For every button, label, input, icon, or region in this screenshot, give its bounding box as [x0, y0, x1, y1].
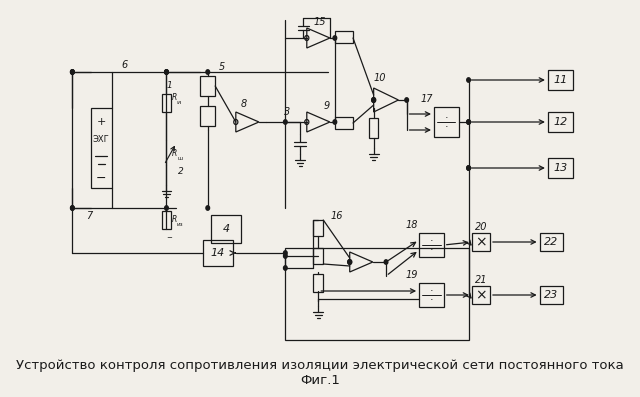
- Text: 20: 20: [475, 222, 487, 232]
- Text: R: R: [172, 93, 177, 102]
- Circle shape: [70, 206, 74, 210]
- Circle shape: [284, 251, 287, 255]
- Circle shape: [164, 70, 168, 74]
- Circle shape: [164, 70, 168, 74]
- Text: 9: 9: [323, 101, 330, 111]
- Bar: [314, 274, 323, 292]
- Bar: [90, 108, 112, 188]
- Text: ЭХГ: ЭХГ: [93, 135, 109, 145]
- Text: 16: 16: [330, 211, 343, 221]
- Text: 1: 1: [166, 81, 172, 89]
- Text: и: и: [177, 100, 181, 104]
- Text: 21: 21: [475, 275, 487, 285]
- Text: Устройство контроля сопротивления изоляции электрической сети постоянного тока: Устройство контроля сопротивления изоляц…: [16, 358, 624, 372]
- Circle shape: [70, 206, 74, 210]
- Text: ·: ·: [429, 286, 433, 296]
- Bar: [162, 211, 171, 229]
- Circle shape: [284, 266, 287, 270]
- Text: ×: ×: [475, 235, 487, 249]
- Bar: [162, 94, 171, 112]
- Text: +: +: [97, 117, 106, 127]
- Bar: [548, 70, 573, 90]
- Circle shape: [348, 260, 351, 264]
- Text: ·: ·: [429, 295, 433, 305]
- Text: −: −: [166, 235, 172, 241]
- Circle shape: [164, 70, 168, 74]
- Text: 3: 3: [284, 107, 290, 117]
- Bar: [285, 248, 468, 340]
- Bar: [335, 31, 353, 43]
- Text: 10: 10: [373, 73, 386, 83]
- Text: 14: 14: [211, 248, 225, 258]
- Circle shape: [70, 70, 74, 74]
- Circle shape: [284, 254, 287, 258]
- Text: R: R: [172, 148, 177, 158]
- Text: ·: ·: [429, 236, 433, 246]
- Circle shape: [467, 166, 470, 170]
- Circle shape: [333, 120, 337, 124]
- Text: 6: 6: [121, 60, 127, 70]
- Circle shape: [206, 70, 209, 74]
- Text: Фиг.1: Фиг.1: [300, 374, 340, 387]
- Text: ·: ·: [429, 245, 433, 255]
- Circle shape: [384, 260, 388, 264]
- Bar: [314, 248, 323, 264]
- Text: 17: 17: [420, 94, 433, 104]
- Bar: [369, 118, 378, 138]
- Text: 11: 11: [553, 75, 567, 85]
- Text: из: из: [177, 222, 183, 227]
- Bar: [472, 233, 490, 251]
- Bar: [314, 220, 323, 236]
- Bar: [200, 106, 215, 126]
- Text: 5: 5: [219, 62, 225, 72]
- Bar: [434, 107, 459, 137]
- Text: ·: ·: [444, 113, 448, 123]
- Bar: [472, 286, 490, 304]
- Bar: [419, 283, 444, 307]
- Circle shape: [372, 98, 376, 102]
- Text: 18: 18: [406, 220, 418, 230]
- Bar: [419, 233, 444, 257]
- Text: 7: 7: [86, 211, 92, 221]
- Circle shape: [284, 120, 287, 124]
- Text: ·: ·: [444, 122, 448, 132]
- Bar: [211, 215, 241, 243]
- Bar: [548, 158, 573, 178]
- Text: 13: 13: [553, 163, 567, 173]
- Text: 19: 19: [406, 270, 418, 280]
- Text: −: −: [96, 172, 106, 185]
- Circle shape: [467, 78, 470, 82]
- Circle shape: [467, 166, 470, 170]
- Bar: [203, 240, 232, 266]
- Bar: [540, 286, 563, 304]
- Text: 8: 8: [241, 99, 247, 109]
- Circle shape: [467, 120, 470, 124]
- Circle shape: [164, 206, 168, 210]
- Text: 4: 4: [222, 224, 230, 234]
- Text: ×: ×: [475, 288, 487, 302]
- Bar: [200, 76, 215, 96]
- Bar: [548, 112, 573, 132]
- Circle shape: [467, 120, 470, 124]
- Text: 15: 15: [314, 17, 326, 27]
- Text: R: R: [172, 216, 177, 224]
- Circle shape: [206, 206, 209, 210]
- Text: ш: ш: [177, 156, 182, 160]
- Circle shape: [333, 36, 337, 40]
- Circle shape: [70, 70, 74, 74]
- Text: 12: 12: [553, 117, 567, 127]
- Text: 2: 2: [179, 166, 184, 175]
- Bar: [335, 117, 353, 129]
- Circle shape: [405, 98, 408, 102]
- Bar: [540, 233, 563, 251]
- Circle shape: [70, 70, 74, 74]
- Text: 23: 23: [544, 290, 558, 300]
- Text: 22: 22: [544, 237, 558, 247]
